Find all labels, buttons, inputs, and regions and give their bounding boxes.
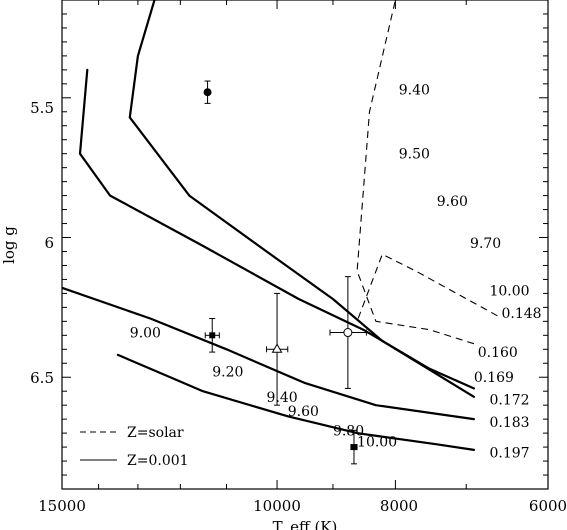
observation-filled-square-1: [204, 318, 220, 353]
track-solar-0.160: [356, 0, 475, 345]
isochrone-z001-label-10.00: 10.00: [357, 434, 397, 450]
x-axis-label: T_eff (K): [273, 518, 338, 530]
chart-labels: 9.409.509.609.7010.009.009.209.409.609.8…: [130, 82, 542, 461]
y-tick-6: 6: [44, 234, 54, 252]
isochrone-z001-label-9.00: 9.00: [130, 326, 161, 342]
open-circle-marker: [343, 328, 353, 338]
legend-label-solar: Z=solar: [127, 425, 184, 441]
observation-filled-square-4: [350, 429, 358, 465]
mass-label-0.160: 0.160: [478, 345, 518, 361]
y-tick-6.5: 6.5: [30, 369, 54, 387]
x-tick-10000: 10000: [253, 497, 301, 515]
isochrone-solar-label-9.40: 9.40: [399, 82, 430, 98]
mass-label-0.197: 0.197: [489, 446, 529, 462]
mass-label-0.172: 0.172: [489, 393, 529, 409]
chart-curves: [62, 0, 498, 451]
observation-open-triangle-2: [266, 292, 289, 406]
track-z001-0.183: [62, 286, 475, 421]
filled-square-marker: [209, 332, 216, 339]
isochrone-z001-label-9.60: 9.60: [288, 404, 319, 420]
mass-label-0.169: 0.169: [474, 370, 514, 386]
y-tick-5.5: 5.5: [30, 99, 54, 117]
observation-points: [203, 80, 367, 465]
mass-label-0.183: 0.183: [489, 415, 529, 431]
isochrone-solar-label-9.70: 9.70: [470, 236, 501, 252]
observation-filled-circle-0: [203, 80, 212, 104]
x-tick-15000: 15000: [38, 497, 86, 515]
legend: Z=solar Z=0.001: [80, 425, 189, 469]
x-tick-6000: 6000: [529, 497, 567, 515]
y-axis-label: log g: [0, 226, 18, 264]
filled-circle-marker: [203, 88, 212, 97]
isochrone-solar-label-10.00: 10.00: [489, 284, 529, 300]
plot-frame: [61, 0, 549, 490]
isochrone-z001-label-9.80: 9.80: [333, 423, 364, 439]
axis-ticks: [61, 0, 549, 490]
track-z001-0.197: [116, 353, 475, 451]
isochrone-solar-label-9.60: 9.60: [437, 194, 468, 210]
observation-open-circle-3: [329, 276, 367, 389]
open-triangle-marker: [271, 343, 283, 353]
legend-label-z001: Z=0.001: [127, 453, 189, 469]
isochrone-z001-label-9.40: 9.40: [267, 390, 298, 406]
filled-square-marker: [350, 444, 357, 451]
x-tick-8000: 8000: [380, 497, 418, 515]
track-solar-0.148: [356, 253, 498, 322]
track-z001-0.172: [128, 0, 475, 398]
mass-label-0.148: 0.148: [501, 306, 541, 322]
isochrone-solar-label-9.50: 9.50: [399, 147, 430, 163]
isochrone-z001-label-9.20: 9.20: [212, 365, 243, 381]
